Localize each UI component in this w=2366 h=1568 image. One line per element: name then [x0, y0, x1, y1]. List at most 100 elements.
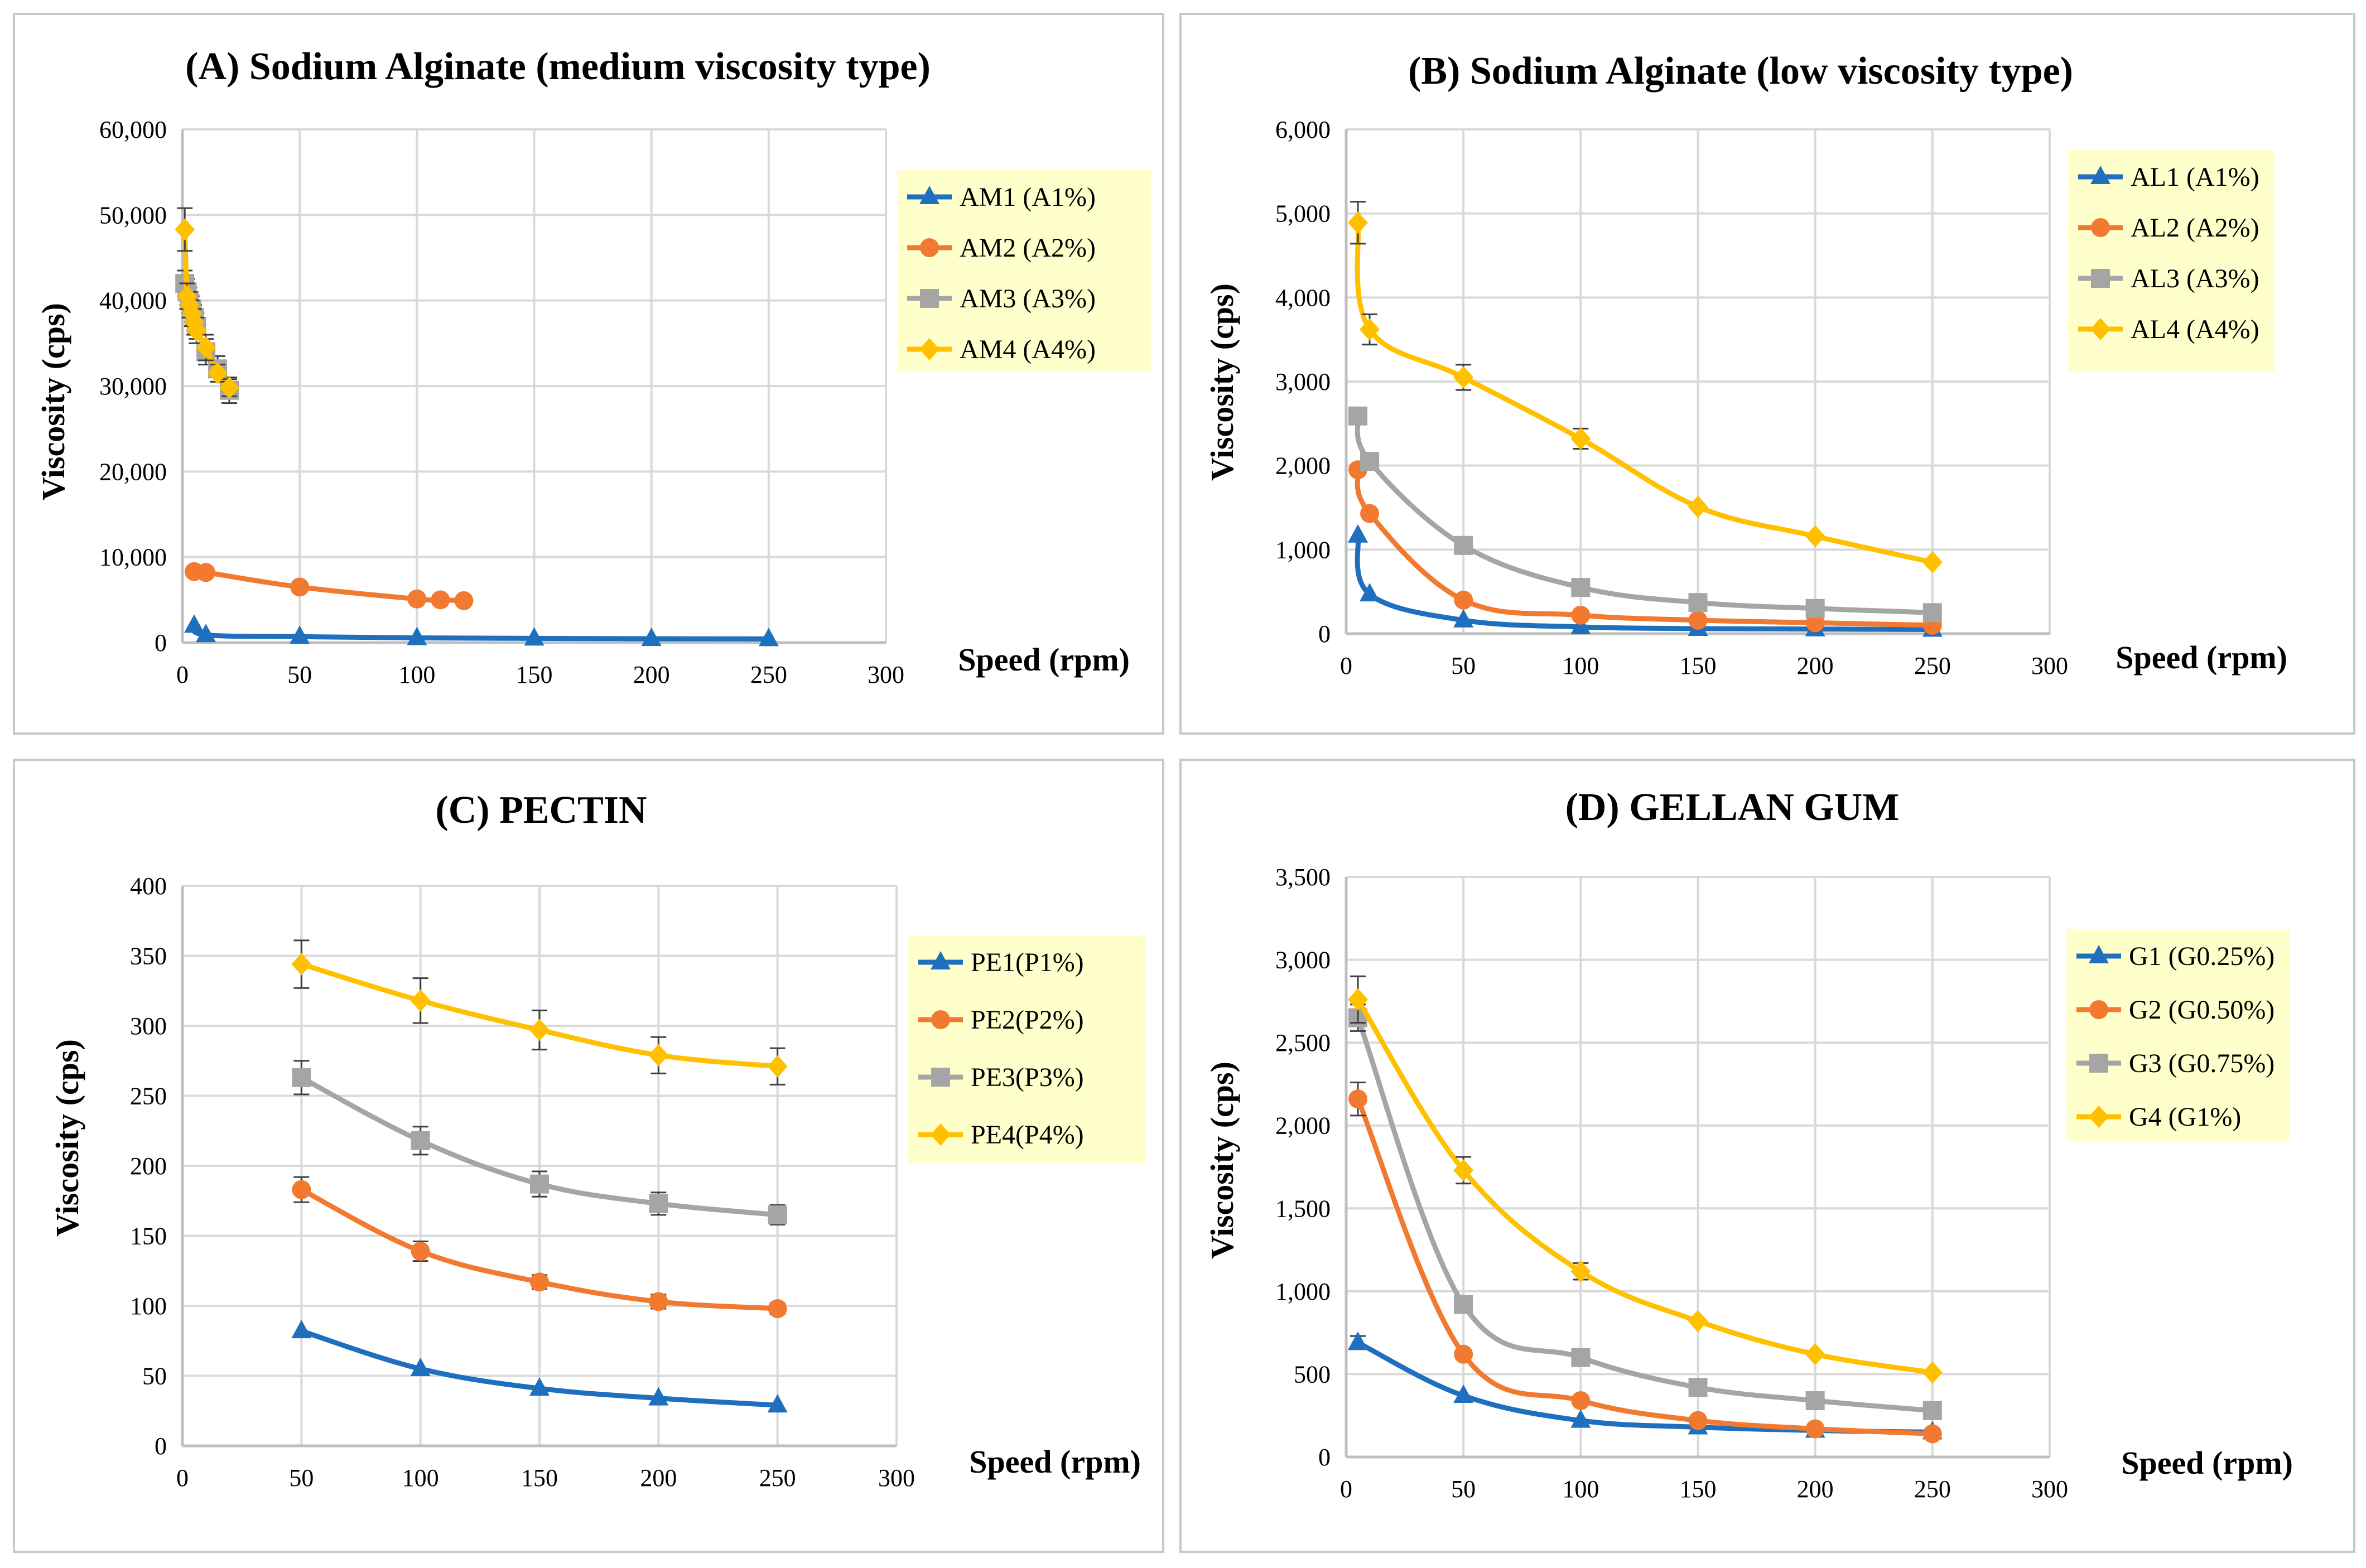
chart-D-data-point — [1571, 1391, 1591, 1410]
chart-D-title: (D) GELLAN GUM — [1565, 786, 1900, 829]
chart-A-series-2 — [185, 562, 474, 610]
chart-B-data-point — [1805, 613, 1825, 633]
chart-B: 0 50 100 150 200 250 300 0 1,000 2,000 3,000 4,000 5… — [1179, 13, 2355, 735]
chart-C-legend-label: PE4(P4%) — [971, 1120, 1084, 1150]
chart-B-data-point — [1922, 603, 1942, 623]
chart-A-legend-label: AM1 (A1%) — [960, 182, 1096, 212]
chart-C-legend-label: PE2(P2%) — [971, 1005, 1084, 1035]
chart-B-y-tick-label: 4,000 — [1275, 284, 1331, 311]
chart-B-data-point — [1360, 504, 1380, 523]
chart-C-data-point — [411, 1242, 430, 1261]
chart-B-data-point — [1453, 609, 1474, 628]
chart-D-legend-label: G4 (G1%) — [2129, 1102, 2241, 1132]
chart-C-legend-marker — [931, 1123, 951, 1146]
chart-A-x-tick-label: 50 — [287, 661, 312, 688]
chart-B-data-point — [1454, 535, 1473, 555]
chart-D-legend-label: G2 (G0.50%) — [2129, 995, 2275, 1025]
chart-B-y-tick-label: 5,000 — [1275, 200, 1331, 228]
chart-A-ylabel: Viscosity (cps) — [35, 303, 71, 500]
chart-D-y-tick-label: 2,000 — [1275, 1112, 1331, 1140]
chart-D-x-tick-label: 150 — [1680, 1475, 1717, 1503]
chart-C-data-point — [649, 1194, 668, 1213]
chart-C-legend-box — [908, 935, 1145, 1164]
chart-B-x-tick-label: 0 — [1340, 652, 1352, 679]
chart-A-data-point — [186, 319, 207, 342]
chart-C-ylabel: Viscosity (cps) — [49, 1039, 85, 1237]
chart-D-xlabel: Speed (rpm) — [2121, 1445, 2293, 1481]
chart-C-y-tick-label: 300 — [130, 1012, 167, 1040]
chart-A-xlabel: Speed (rpm) — [958, 641, 1130, 678]
chart-B-data-point — [1348, 211, 1368, 234]
chart-C-y-tick-label: 400 — [130, 872, 167, 900]
chart-B-data-point — [1688, 593, 1708, 612]
chart-C-data-point — [768, 1299, 787, 1319]
chart-C-x-tick-label: 300 — [878, 1464, 915, 1492]
chart-B-ylabel: Viscosity (cps) — [1204, 283, 1240, 481]
chart-D-frame — [1179, 759, 2355, 1553]
chart-C-series-2 — [292, 1176, 787, 1319]
chart-D-data-point — [1688, 1378, 1708, 1397]
chart-A-series-4 — [175, 207, 240, 399]
chart-D-y-tick-label: 2,500 — [1275, 1029, 1331, 1056]
chart-D-data-point — [1571, 1348, 1591, 1367]
chart-D-data-point — [1688, 1310, 1708, 1333]
chart-B-legend-label: AL2 (A2%) — [2131, 213, 2259, 243]
chart-A-data-point — [175, 218, 195, 241]
chart-B-x-tick-label: 100 — [1562, 652, 1599, 679]
chart-B-data-point — [1688, 610, 1708, 630]
chart-D-x-tick-label: 250 — [1914, 1475, 1951, 1503]
chart-C-legend-marker — [931, 1068, 950, 1087]
chart-D-series-2 — [1348, 1081, 1942, 1444]
chart-D-x-tick-label: 0 — [1340, 1475, 1352, 1503]
chart-B-data-point — [1571, 578, 1591, 597]
chart-C-x-tick-label: 150 — [521, 1464, 558, 1492]
chart-D-legend-label: G3 (G0.75%) — [2129, 1049, 2275, 1078]
chart-B-legend-marker — [2090, 318, 2110, 340]
chart-D-y-tick-label: 1,000 — [1275, 1278, 1331, 1305]
chart-C-series-1 — [291, 1320, 788, 1413]
chart-D-data-point — [1805, 1391, 1825, 1410]
chart-D-data-point — [1348, 988, 1368, 1011]
chart-B-title: (B) Sodium Alginate (low viscosity type) — [1408, 50, 2073, 93]
chart-C-data-point — [530, 1272, 549, 1292]
chart-A-legend-marker — [919, 186, 939, 204]
chart-C-legend-marker — [931, 951, 951, 969]
chart-C-y-tick-label: 50 — [142, 1363, 167, 1390]
chart-A-legend-marker — [919, 338, 939, 360]
chart-D-legend-marker — [2089, 1106, 2109, 1128]
chart-B-xlabel: Speed (rpm) — [2116, 639, 2287, 676]
chart-C-data-point — [529, 1377, 550, 1396]
chart-C-data-point — [411, 1131, 430, 1150]
chart-C-data-point — [529, 1019, 550, 1041]
chart-A-x-tick-label: 200 — [633, 661, 670, 688]
chart-D-legend-marker — [2089, 945, 2109, 963]
chart-C-x-tick-label: 250 — [759, 1464, 796, 1492]
chart-B-data-point — [1348, 406, 1368, 426]
chart-D-y-tick-label: 0 — [1318, 1444, 1331, 1471]
chart-B-data-point — [1571, 605, 1591, 625]
chart-B-legend-marker — [2090, 166, 2110, 184]
chart-B-y-tick-label: 0 — [1318, 620, 1331, 648]
chart-D-y-tick-label: 3,000 — [1275, 947, 1331, 974]
chart-C-xlabel: Speed (rpm) — [969, 1444, 1141, 1480]
chart-C-data-point — [648, 1387, 669, 1406]
chart-B-data-point — [1454, 590, 1473, 610]
chart-A-data-point — [407, 589, 427, 609]
chart-D-legend-label: G1 (G0.25%) — [2129, 942, 2275, 971]
chart-C-data-point — [292, 1068, 311, 1087]
chart-C-y-tick-label: 0 — [155, 1432, 167, 1460]
chart-B-series-4 — [1348, 201, 1943, 573]
chart-D-data-point — [1922, 1361, 1943, 1384]
chart-D-y-tick-label: 500 — [1294, 1360, 1331, 1388]
chart-C-legend-label: PE1(P1%) — [971, 948, 1084, 977]
chart-C-legend-marker — [931, 1010, 950, 1029]
chart-A-legend: AM1 (A1%) AM2 (A2%) AM3 (A3%) AM4 (A4%) — [897, 170, 1151, 371]
chart-C-y-tick-label: 200 — [130, 1152, 167, 1180]
chart-C-data-point — [410, 1357, 431, 1376]
chart-C-data-point — [530, 1174, 549, 1194]
chart-A-data-point — [219, 377, 240, 399]
chart-D-data-point — [1348, 1089, 1368, 1109]
chart-D-legend-marker — [2089, 1000, 2108, 1019]
chart-C-legend: PE1(P1%) PE2(P2%) PE3(P3%) PE4(P4%) — [908, 935, 1145, 1164]
chart-A-y-tick-label: 60,000 — [99, 116, 167, 143]
